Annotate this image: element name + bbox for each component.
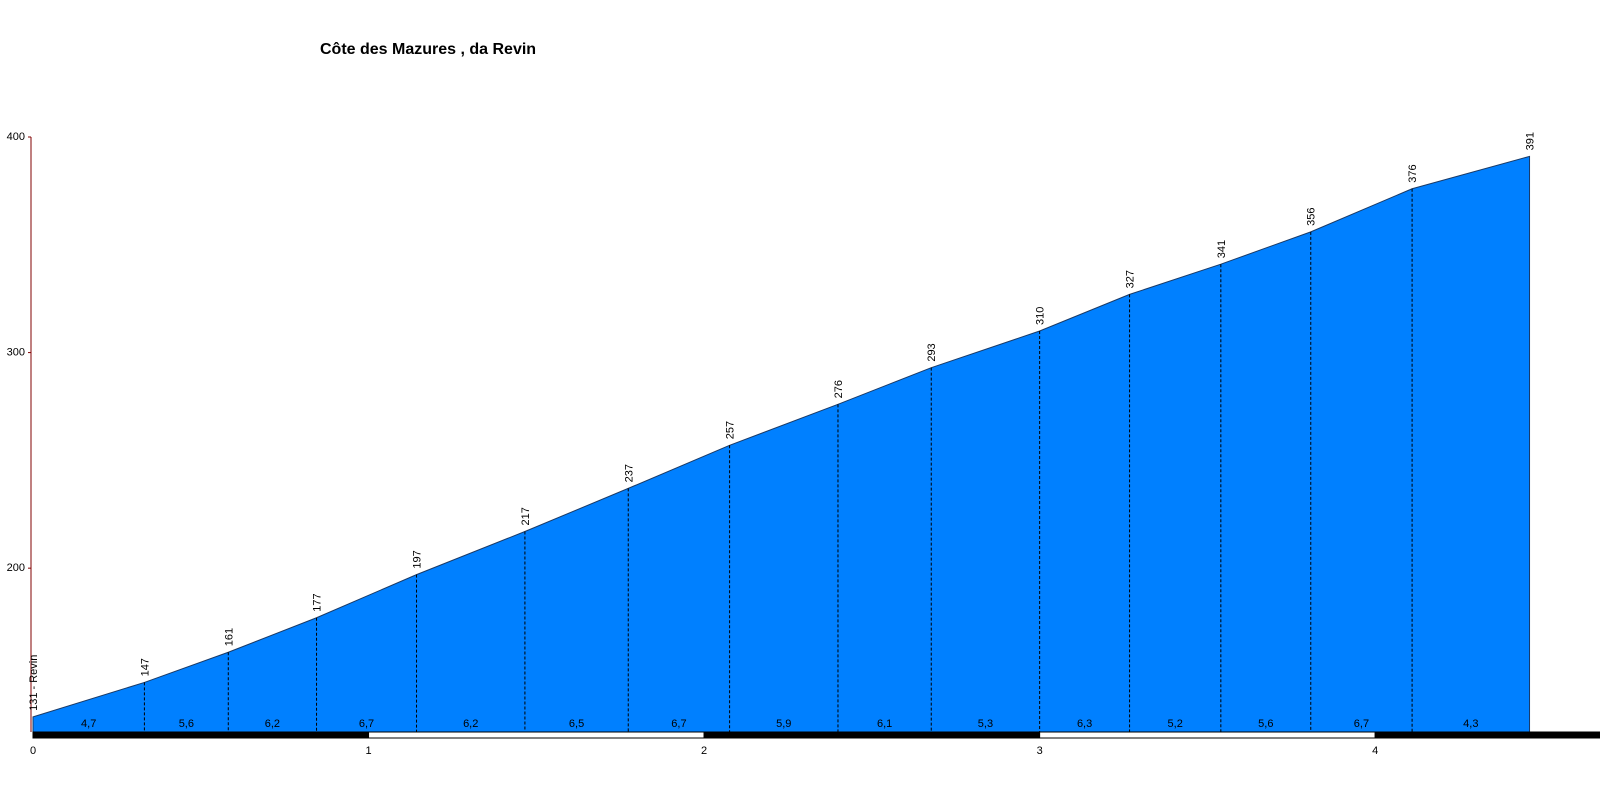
elevation-area: [32, 155, 1531, 733]
elevation-label: 376: [1407, 164, 1419, 182]
scale-bar: [32, 731, 370, 739]
elevation-label: 341: [1216, 240, 1228, 258]
elevation-label: 131 - Revin: [28, 655, 40, 711]
gradient-label: 6,2: [265, 718, 280, 730]
scale-bar: [368, 731, 705, 739]
scale-bar: [1039, 731, 1376, 739]
elevation-label: 217: [520, 507, 532, 525]
x-tick-label: 0: [30, 745, 36, 757]
x-tick-label: 4: [1372, 745, 1378, 757]
gradient-label: 6,1: [877, 718, 892, 730]
gradient-label: 5,3: [978, 718, 993, 730]
elevation-label: 237: [623, 464, 635, 482]
y-tick-label: 300: [7, 347, 25, 359]
gradient-label: 5,6: [1258, 718, 1273, 730]
gradient-label: 5,9: [776, 718, 791, 730]
elevation-label: 197: [412, 550, 424, 568]
x-tick-label: 1: [365, 745, 371, 757]
gradient-label: 6,7: [1354, 718, 1369, 730]
elevation-label: 147: [139, 658, 151, 676]
x-tick-label: 3: [1037, 745, 1043, 757]
elevation-label: 257: [725, 421, 737, 439]
elevation-label: 276: [833, 380, 845, 398]
elevation-label: 327: [1125, 270, 1137, 288]
y-tick-label: 400: [7, 131, 25, 143]
y-tick-label: 200: [7, 562, 25, 574]
chart-title: Côte des Mazures , da Revin: [320, 41, 536, 58]
x-tick-label: 2: [701, 745, 707, 757]
gradient-label: 4,7: [81, 718, 96, 730]
gradient-label: 5,6: [179, 718, 194, 730]
gradient-label: 6,2: [463, 718, 478, 730]
gradient-label: 6,7: [359, 718, 374, 730]
elevation-label: 310: [1035, 307, 1047, 325]
gradient-label: 6,3: [1077, 718, 1092, 730]
elevation-label: 391: [1525, 132, 1537, 150]
scale-bar: [703, 731, 1041, 739]
elevation-label: 177: [312, 593, 324, 611]
gradient-label: 6,7: [671, 718, 686, 730]
gradient-label: 6,5: [569, 718, 584, 730]
elevation-label: 161: [223, 628, 235, 646]
scale-bar: [1374, 731, 1600, 739]
gradient-label: 5,2: [1168, 718, 1183, 730]
elevation-label: 293: [926, 343, 938, 361]
elevation-label: 356: [1306, 207, 1318, 225]
gradient-label: 4,3: [1463, 718, 1478, 730]
